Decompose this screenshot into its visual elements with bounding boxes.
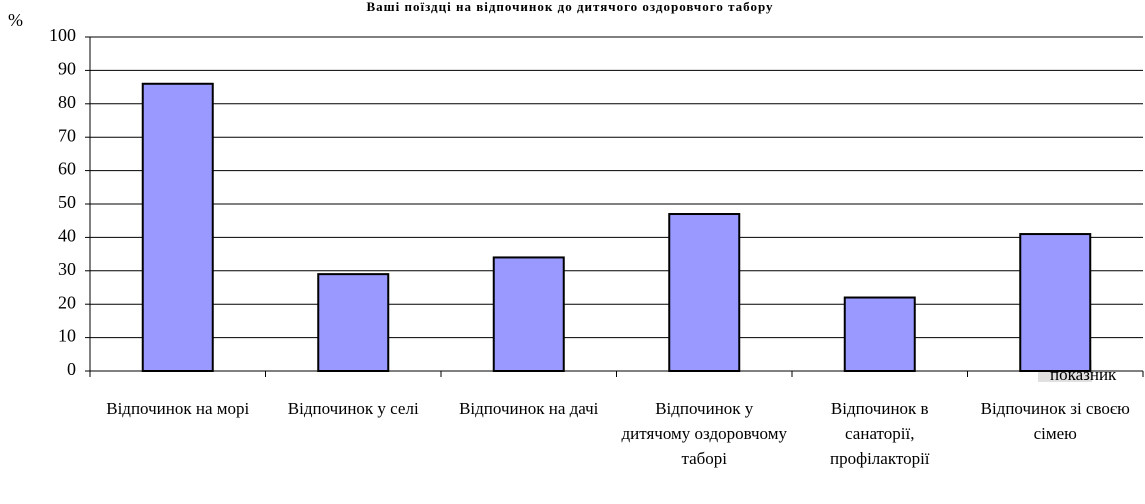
y-tick-label: 40 [58,226,76,246]
y-tick-label: 50 [58,192,76,212]
x-tick-label: Відпочинок в санаторії, профілакторії [829,399,930,468]
bar [843,296,916,372]
bar [668,213,741,372]
bar [317,273,390,373]
x-tick-label: Відпочинок у дитячому оздоровчому таборі [621,399,787,468]
x-tick-label: Відпочинок на дачі [459,399,599,418]
bar [141,82,214,372]
y-tick-label: 80 [58,92,76,112]
y-tick-label: 10 [58,326,76,346]
y-axis-label: % [8,10,23,30]
bar [1019,233,1092,372]
y-tick-label: 90 [58,59,76,79]
bar [492,256,565,372]
y-tick-label: 70 [58,125,76,145]
y-tick-label: 30 [58,259,76,279]
x-tick-label: Відпочинок зі своєю сімею [980,399,1130,443]
chart-title: Ваші поїздці на відпочинок до дитячого о… [366,0,773,14]
legend-label: показник [1050,365,1117,384]
x-tick-label: Відпочинок у селі [287,399,419,418]
y-tick-label: 20 [58,292,76,312]
y-tick-label: 100 [49,25,76,45]
y-tick-label: 60 [58,159,76,179]
y-tick-label: 0 [67,359,76,379]
x-tick-label: Відпочинок на морі [106,399,250,418]
